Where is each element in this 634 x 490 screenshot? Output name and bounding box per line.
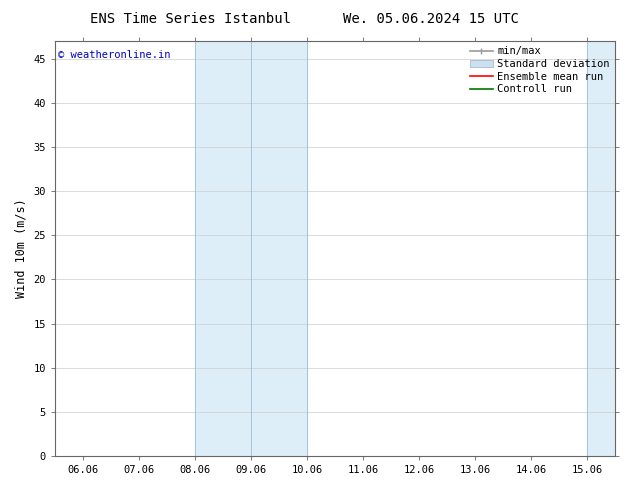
Y-axis label: Wind 10m (m/s): Wind 10m (m/s): [15, 199, 28, 298]
Text: ENS Time Series Istanbul: ENS Time Series Istanbul: [89, 12, 291, 26]
Text: We. 05.06.2024 15 UTC: We. 05.06.2024 15 UTC: [343, 12, 519, 26]
Bar: [251, 41, 307, 456]
Bar: [195, 41, 251, 456]
Legend: min/max, Standard deviation, Ensemble mean run, Controll run: min/max, Standard deviation, Ensemble me…: [468, 44, 612, 97]
Bar: [615, 41, 634, 456]
Text: © weatheronline.in: © weatheronline.in: [58, 49, 171, 59]
Bar: [587, 41, 615, 456]
